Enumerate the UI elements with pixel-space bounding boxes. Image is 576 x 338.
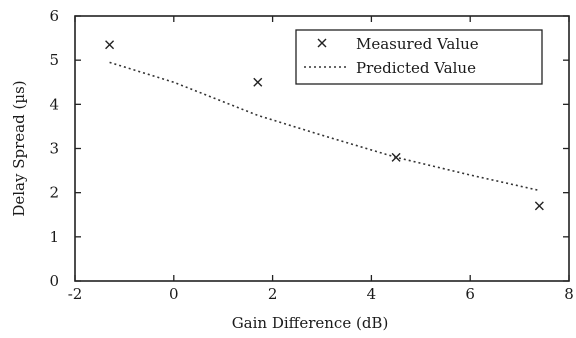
x-marker-stroke: [391, 152, 401, 162]
legend-marker-sample: [317, 38, 327, 48]
x-tick-label: 8: [564, 285, 574, 303]
y-tick-label: 2: [49, 184, 59, 202]
axes: -2 0 2 4 6 8 0 1 2 3 4 5 6 Gain Difference (dB) Delay …: [10, 7, 574, 332]
y-tick-label: 5: [49, 51, 59, 69]
x-marker-stroke: [534, 201, 544, 211]
y-tick-label: 0: [49, 272, 59, 290]
x-marker-stroke: [105, 40, 115, 50]
y-tick-label: 3: [49, 140, 59, 158]
legend-box: [295, 29, 543, 85]
y-axis-label: Delay Spread (µs): [10, 80, 28, 216]
x-tick-label: 4: [367, 285, 377, 303]
y-tick-label: 6: [49, 7, 59, 25]
measured-value-point: [391, 152, 401, 162]
measured-value-point: [253, 77, 263, 87]
x-marker-stroke: [253, 77, 263, 87]
x-axis-label: Gain Difference (dB): [232, 314, 389, 332]
legend-entry-label: Predicted Value: [356, 59, 476, 77]
measured-value-point: [105, 40, 115, 50]
x-tick-label: 2: [268, 285, 278, 303]
x-tick-label: -2: [68, 285, 83, 303]
y-tick-label: 4: [49, 95, 59, 113]
y-tick-label: 1: [49, 228, 59, 246]
x-tick-label: 0: [169, 285, 179, 303]
legend: Measured Value Predicted Value: [295, 29, 543, 85]
x-tick-label: 6: [465, 285, 475, 303]
series-layer: [105, 40, 544, 211]
measured-value-point: [534, 201, 544, 211]
legend-entry-label: Measured Value: [356, 35, 479, 53]
